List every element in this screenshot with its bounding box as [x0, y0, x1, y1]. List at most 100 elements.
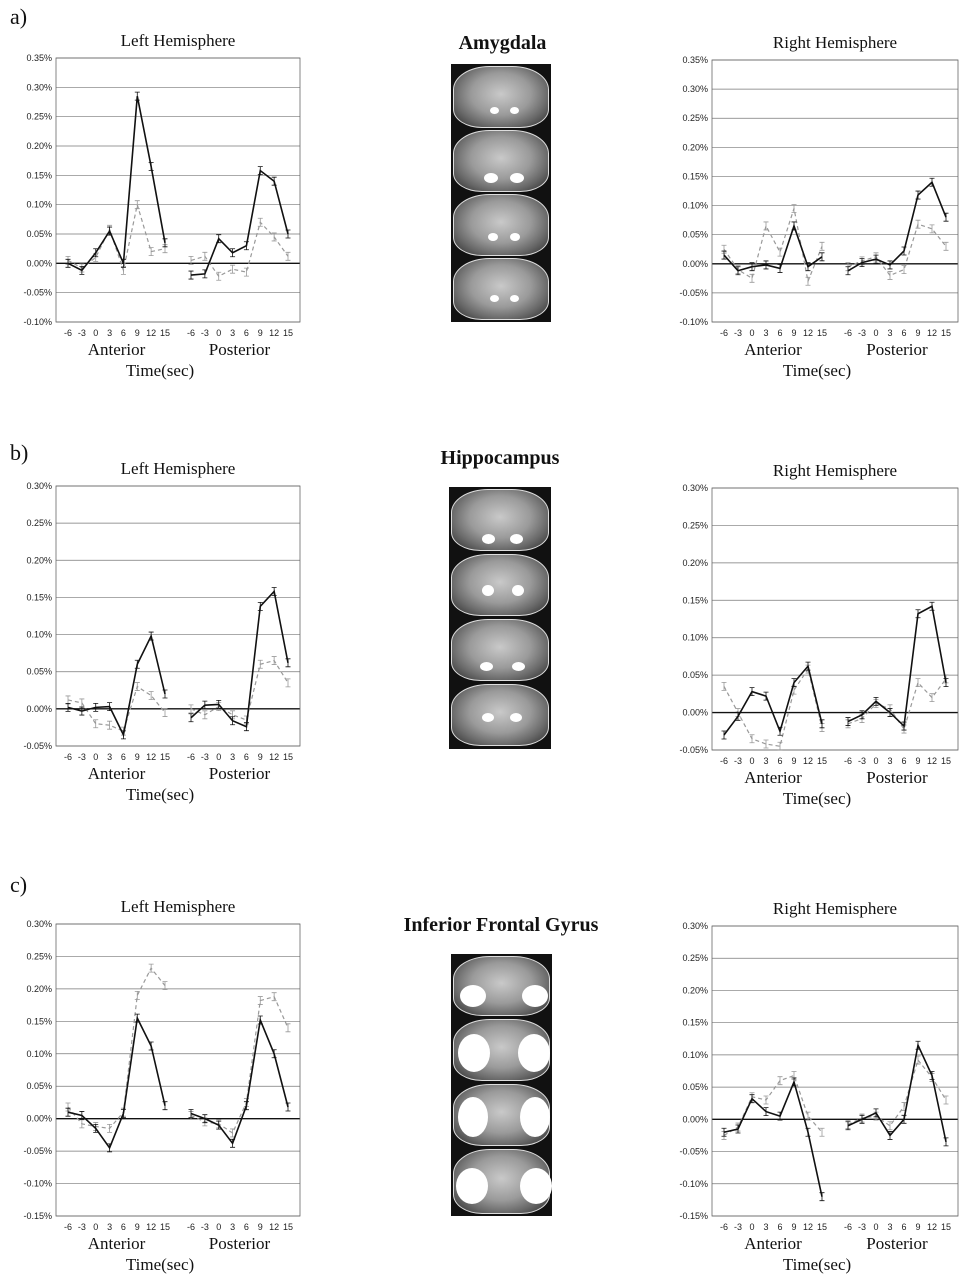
y-tick-label: 0.30%	[26, 82, 52, 92]
x-tick-label: 9	[258, 1222, 263, 1232]
error-bar	[134, 91, 140, 101]
plot-frame	[711, 925, 959, 1217]
chart-svg: Left Hemisphere -0.10% -0.05% 0.00% 0.05% 0.1…	[23, 31, 301, 380]
dashed-series-line-posterior	[847, 1058, 947, 1127]
solid-series-line-posterior	[190, 1017, 289, 1145]
x-tick-label: 3	[887, 756, 892, 766]
error-bar	[230, 264, 236, 274]
error-bar	[202, 251, 208, 261]
error-bar	[777, 1111, 783, 1121]
x-tick-label: -6	[720, 328, 728, 338]
x-tick-label: 6	[121, 328, 126, 338]
error-bar	[271, 656, 277, 665]
chart-title: Left Hemisphere	[121, 31, 236, 50]
y-tick-label: -0.10%	[23, 317, 52, 327]
x-tick-label: 3	[107, 1222, 112, 1232]
x-tick-label: 6	[777, 1222, 782, 1232]
x-tick-label: 9	[791, 328, 796, 338]
error-bar	[943, 1095, 949, 1105]
x-tick-label: 0	[93, 752, 98, 762]
x-tick-label: 6	[121, 1222, 126, 1232]
chart-svg: Right Hemisphere -0.10% -0.05% 0.00% 0.05% 0.…	[679, 33, 959, 380]
error-bar	[107, 702, 113, 712]
x-tick-label: 15	[941, 756, 951, 766]
error-bar	[107, 1143, 113, 1153]
error-bar	[721, 681, 727, 691]
x-tick-label: 0	[873, 328, 878, 338]
error-bar	[216, 1120, 222, 1130]
x-axis-label: Time(sec)	[783, 361, 851, 380]
error-bar	[120, 1109, 126, 1118]
error-bar	[763, 260, 769, 270]
group-label-anterior: Anterior	[744, 340, 802, 359]
x-axis-label: Time(sec)	[126, 1255, 194, 1274]
y-tick-label: 0.25%	[26, 112, 52, 122]
x-tick-label: 15	[817, 328, 827, 338]
y-tick-label: 0.25%	[682, 113, 708, 123]
x-tick-label: -3	[78, 1222, 86, 1232]
x-tick-label: 0	[873, 1222, 878, 1232]
x-tick-label: 15	[941, 328, 951, 338]
x-tick-label: -6	[64, 328, 72, 338]
x-axis-label: Time(sec)	[126, 785, 194, 804]
region-title-hippocampus: Hippocampus	[440, 447, 560, 469]
x-tick-label: 12	[803, 1222, 813, 1232]
error-bar	[929, 693, 935, 702]
x-tick-label: 9	[791, 756, 796, 766]
x-tick-label: 12	[803, 328, 813, 338]
error-bar	[721, 730, 727, 740]
x-tick-label: 3	[887, 1222, 892, 1232]
error-bar	[819, 719, 825, 729]
x-tick-label: 12	[146, 752, 156, 762]
x-axis-label: Time(sec)	[783, 1255, 851, 1274]
error-bar	[134, 990, 140, 1000]
x-tick-label: 12	[146, 328, 156, 338]
y-tick-label: -0.15%	[679, 1211, 708, 1221]
y-tick-label: 0.20%	[682, 142, 708, 152]
y-tick-label: -0.05%	[679, 745, 708, 755]
x-tick-label: 3	[107, 752, 112, 762]
error-bar	[79, 1111, 85, 1120]
error-bar	[915, 190, 921, 200]
error-bar	[735, 711, 741, 721]
error-bar	[243, 241, 249, 251]
error-bar	[873, 1108, 879, 1118]
dashed-series-line-posterior	[190, 659, 289, 721]
y-tick-label: 0.00%	[26, 704, 52, 714]
y-tick-label: 0.10%	[26, 200, 52, 210]
x-tick-label: -3	[734, 756, 742, 766]
error-bar	[943, 678, 949, 688]
error-bar	[257, 996, 263, 1005]
error-bar	[162, 238, 168, 248]
error-bar	[188, 704, 194, 714]
y-tick-label: 0.25%	[682, 953, 708, 963]
error-bar	[93, 719, 99, 729]
x-tick-label: -3	[858, 328, 866, 338]
panel-letter-b: b)	[10, 440, 29, 465]
x-tick-label: 0	[749, 328, 754, 338]
hippocampus-mri-strip	[449, 487, 551, 749]
region-title-amygdala: Amygdala	[458, 32, 547, 54]
x-tick-label: 12	[927, 756, 937, 766]
panel-letter-c: c)	[10, 872, 28, 897]
error-bar	[79, 265, 85, 275]
error-bar	[735, 1124, 741, 1134]
x-tick-label: -6	[844, 328, 852, 338]
chart-amygdala-right-hemisphere: Right Hemisphere -0.10% -0.05% 0.00% 0.05% 0.…	[668, 30, 963, 380]
x-tick-label: 3	[763, 328, 768, 338]
x-tick-label: 9	[915, 1222, 920, 1232]
x-tick-label: -3	[201, 752, 209, 762]
group-label-posterior: Posterior	[209, 340, 271, 359]
plot-frame	[711, 487, 959, 751]
error-bar	[819, 1127, 825, 1137]
y-tick-label: 0.25%	[26, 951, 52, 961]
y-tick-label: 0.30%	[682, 483, 708, 493]
error-bar	[887, 1131, 893, 1140]
x-tick-label: 9	[791, 1222, 796, 1232]
error-bar	[271, 232, 277, 242]
error-bar	[777, 1076, 783, 1086]
error-bar	[887, 708, 893, 717]
error-bar	[791, 678, 797, 688]
group-label-anterior: Anterior	[744, 1234, 802, 1253]
error-bar	[134, 659, 140, 669]
